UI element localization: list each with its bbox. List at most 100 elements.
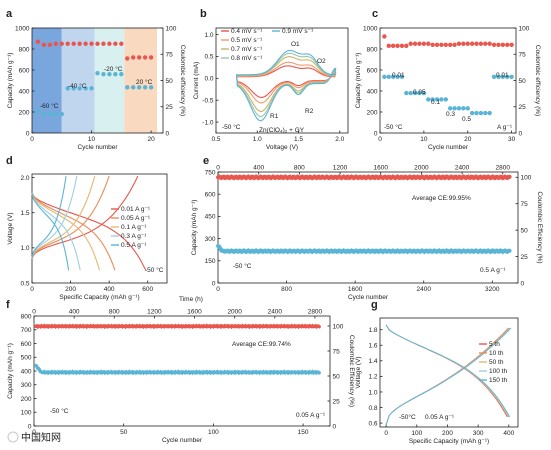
y-tick-label: 0.0 [204, 76, 213, 83]
data-point [434, 97, 440, 102]
data-point [474, 41, 479, 46]
x-tick-label: 400 [503, 430, 514, 437]
data-point [500, 42, 506, 47]
y-tick-label: 1000 [15, 25, 30, 32]
charge-curve [31, 175, 110, 259]
y-tick-label: -0.5 [202, 97, 214, 104]
annotation: 0.01 [392, 72, 405, 79]
y-axis-title: Capacity (mAh g⁻¹) [355, 53, 362, 109]
x-axis-title: Cycle number [77, 144, 118, 151]
data-point [131, 85, 136, 90]
data-point [430, 42, 435, 47]
chart-b: 0.5 1.0 1.5 2.0 -1.0 -0.5 0.0 0.5 1.0 Voltage (V)… [193, 27, 349, 151]
x2-tick-label: 2000 [414, 165, 429, 172]
data-point [83, 41, 88, 46]
y-tick-label: 600 [21, 341, 32, 348]
annotation: 0.5 A g⁻¹ [480, 267, 506, 274]
annotation: 0.3 [446, 111, 455, 118]
x-tick-label: 3200 [485, 286, 500, 293]
data-series [34, 323, 321, 330]
data-point [83, 86, 88, 91]
data-point [443, 42, 449, 47]
legend-label: 100 th [489, 368, 507, 375]
x-axis-title: Cycle number [428, 144, 469, 151]
annotation: Average CE:99.95% [412, 195, 471, 202]
x-axis-title: Voltage (V) [266, 144, 298, 151]
data-point [101, 41, 106, 46]
legend-label: 0.7 mV s⁻¹ [231, 46, 263, 53]
y2-tick-label: 25 [166, 104, 174, 111]
y2-axis-title: Coulombic Efficiency (%) [536, 191, 543, 263]
data-point [390, 74, 396, 80]
data-point [478, 110, 484, 116]
data-point [131, 55, 136, 60]
data-point [89, 41, 94, 46]
data-point [386, 74, 391, 80]
y2-axis-title: Coulombic efficiency (%) [179, 45, 186, 116]
data-series [216, 243, 512, 255]
x-tick-label: 100 [208, 429, 219, 436]
y-tick-label: 1.4 [368, 358, 377, 365]
x-tick-label: 0 [30, 136, 34, 143]
y-axis-title: Capacity (mAh g⁻¹) [7, 53, 14, 109]
band-label: -20 °C [104, 65, 123, 73]
y-tick-label: 1.8 [368, 327, 377, 334]
y-axis-title: Voltage (V) [7, 212, 14, 244]
y-tick-label: 300 [205, 236, 216, 243]
legend-label: 0.1 A g⁻¹ [121, 224, 147, 231]
plot-frame [217, 171, 519, 284]
data-point [47, 42, 53, 47]
data-point [41, 42, 47, 47]
panel-label-b: b [200, 8, 207, 20]
data-point [71, 86, 76, 91]
discharge-curve [31, 192, 101, 271]
charge-curve [31, 175, 96, 259]
annotation: 0.1 [431, 99, 440, 106]
data-point [408, 41, 413, 46]
y-tick-label: 200 [19, 109, 30, 116]
y2-tick-label: 75 [166, 52, 174, 59]
y-tick-label: 1.5 [20, 210, 29, 217]
data-point [412, 90, 418, 96]
y-tick-label: 450 [205, 214, 216, 221]
y2-tick-label: 25 [519, 104, 527, 111]
data-series [216, 174, 512, 181]
data-point [71, 41, 76, 46]
chart-g: 0 100 200 300 400 0.6 0.8 1.0 1.2 1.4 1.6 1.8 Specif… [355, 317, 519, 445]
data-point [452, 106, 457, 111]
x-tick-label: 20 [464, 136, 472, 143]
y2-tick-label: 75 [521, 201, 529, 208]
data-point [461, 106, 466, 111]
y-tick-label: 800 [19, 46, 30, 53]
panel-label-e: e [203, 155, 209, 167]
legend-label: 0.8 mV s⁻¹ [231, 55, 263, 62]
cv-curve [236, 49, 337, 122]
data-point [461, 41, 466, 46]
data-point [77, 86, 82, 91]
band-label: 20 °C [136, 78, 153, 86]
y-tick-label: 0 [28, 423, 32, 430]
x-tick-label: 10 [420, 136, 428, 143]
y2-tick-label: 100 [333, 323, 344, 330]
data-point [491, 74, 497, 80]
y-tick-label: 400 [367, 88, 378, 95]
data-point [478, 41, 484, 46]
plot-frame [379, 317, 519, 428]
y2-tick-label: 25 [333, 398, 341, 405]
data-point [142, 55, 148, 60]
data-point [89, 86, 94, 91]
data-point [483, 110, 488, 116]
data-point [447, 106, 453, 111]
x-tick-label: 20 [147, 136, 155, 143]
y-tick-label: 800 [367, 46, 378, 53]
y2-tick-label: 0 [333, 423, 337, 430]
x2-tick-label: 0 [32, 309, 36, 316]
data-point [505, 74, 510, 80]
x2-tick-label: 400 [253, 165, 264, 172]
data-point [465, 106, 470, 111]
y-tick-label: 200 [21, 396, 32, 403]
data-point [113, 72, 118, 77]
annotation: O2 [317, 58, 326, 65]
y-axis-title: Capacity (mAh g⁻¹) [191, 200, 198, 256]
legend-label: 0.01 A g⁻¹ [121, 206, 151, 213]
